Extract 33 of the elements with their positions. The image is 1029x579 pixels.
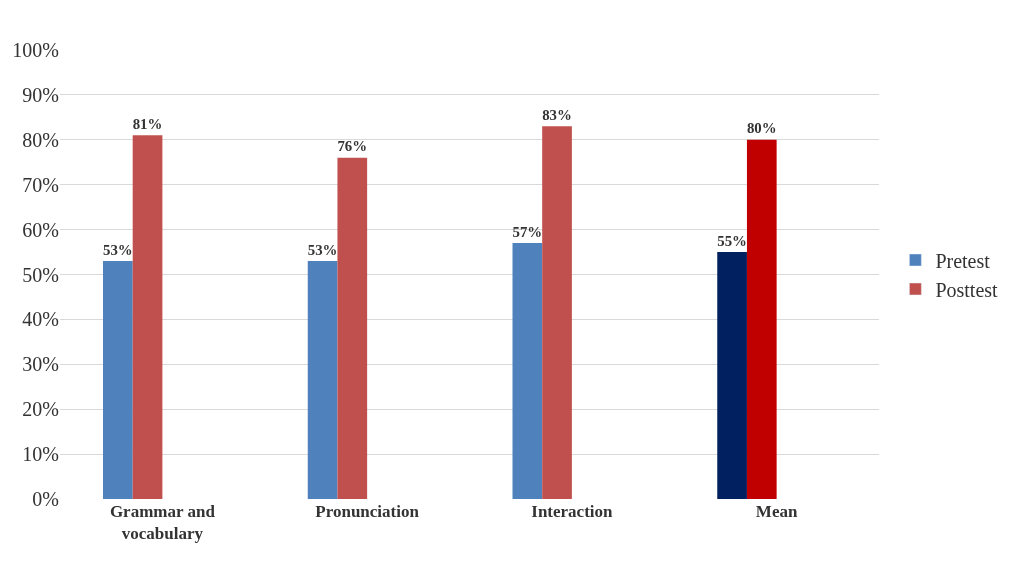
data-label: 53% [103,241,133,258]
data-label: 80% [746,120,777,137]
y-tick-label: 0% [32,488,59,510]
bar [307,261,338,499]
y-tick-label: 50% [22,263,59,286]
x-tick-label: Interaction [531,502,614,521]
y-tick-label: 60% [22,218,59,241]
legend-label: Pretest [935,249,991,272]
x-tick-label: Pronunciation [315,502,420,521]
bar [132,135,163,499]
data-label: 53% [307,241,338,258]
y-tick-label: 40% [22,308,59,331]
data-label: 81% [132,115,163,132]
bar [103,261,133,499]
x-tick-label: Grammar and vocabulary [109,502,216,544]
data-label: 76% [337,138,368,155]
bar [717,252,747,499]
y-tick-label: 70% [22,173,59,196]
data-label: 57% [512,223,543,240]
y-tick-label: 90% [22,83,59,106]
y-tick-label: 100% [12,39,59,61]
y-tick-label: 10% [22,443,59,466]
x-tick-label: Mean [755,502,798,521]
y-tick-label: 20% [22,398,59,421]
y-tick-label: 30% [22,353,59,376]
bar [542,126,572,499]
legend-label: Posttest [935,278,999,301]
bar [337,157,368,499]
data-label: 83% [542,106,572,123]
y-tick-label: 80% [22,128,59,151]
data-label: 55% [717,232,747,249]
bar [512,243,543,499]
bar [746,139,777,499]
